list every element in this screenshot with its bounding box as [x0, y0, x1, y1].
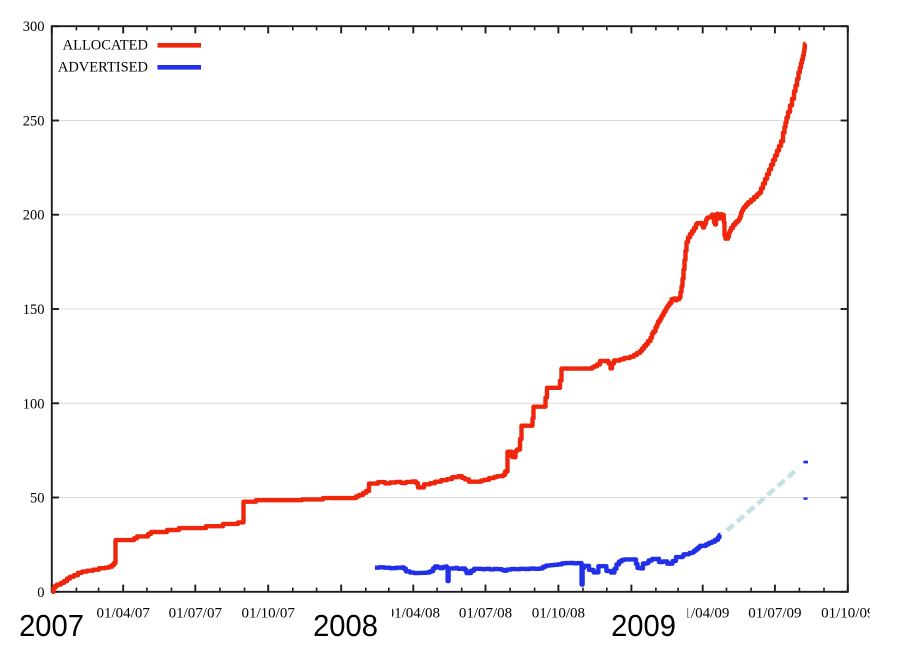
- svg-text:200: 200: [23, 208, 45, 224]
- svg-text:250: 250: [23, 114, 45, 130]
- svg-text:01/07/07: 01/07/07: [169, 606, 223, 622]
- svg-text:2008: 2008: [313, 609, 378, 643]
- svg-text:01/04/08: 01/04/08: [387, 606, 440, 622]
- svg-text:01/04/09: 01/04/09: [676, 606, 729, 622]
- svg-text:01/07/09: 01/07/09: [748, 606, 801, 622]
- svg-text:01/07/08: 01/07/08: [459, 606, 512, 622]
- svg-text:2009: 2009: [611, 609, 676, 643]
- svg-text:50: 50: [30, 491, 45, 507]
- svg-text:ADVERTISED: ADVERTISED: [58, 60, 148, 76]
- svg-text:01/04/07: 01/04/07: [97, 606, 151, 622]
- svg-text:0: 0: [37, 585, 44, 601]
- svg-text:300: 300: [23, 19, 45, 35]
- svg-text:01/10/07: 01/10/07: [242, 606, 296, 622]
- svg-text:2007: 2007: [19, 609, 84, 643]
- svg-text:150: 150: [23, 302, 45, 318]
- svg-text:01/10/08: 01/10/08: [532, 606, 585, 622]
- svg-text:ALLOCATED: ALLOCATED: [63, 38, 148, 54]
- svg-text:01/10/09: 01/10/09: [821, 606, 874, 622]
- svg-text:100: 100: [23, 396, 45, 412]
